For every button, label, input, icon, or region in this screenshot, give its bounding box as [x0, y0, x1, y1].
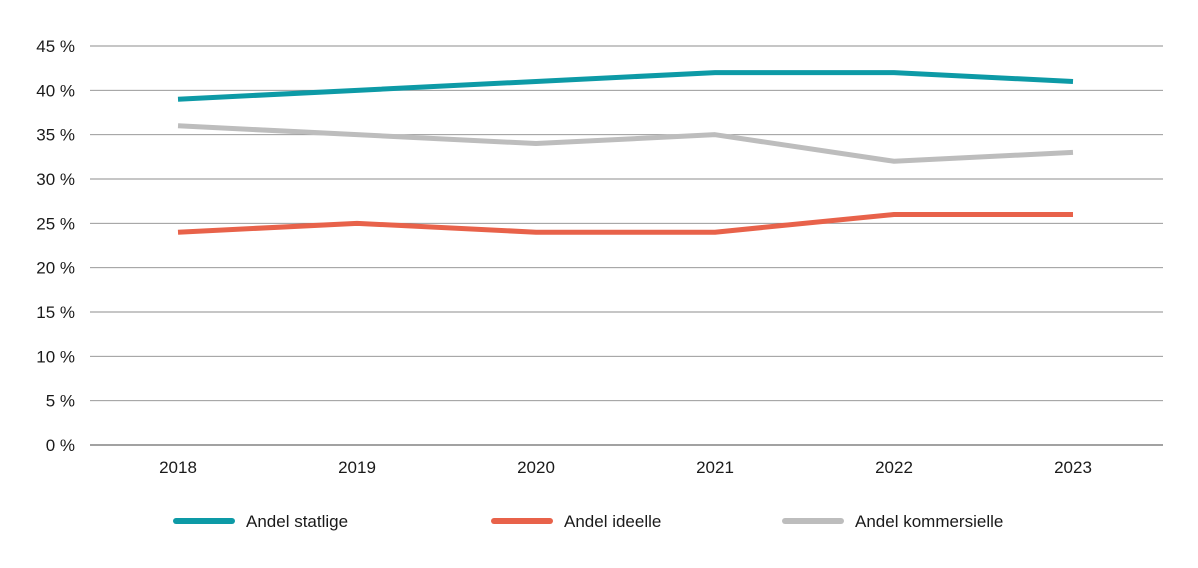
- x-tick-label: 2021: [696, 458, 734, 477]
- x-tick-label: 2022: [875, 458, 913, 477]
- gridlines: [90, 45, 1163, 446]
- x-tick-label: 2019: [338, 458, 376, 477]
- y-tick-label: 20 %: [36, 259, 75, 278]
- y-tick-label: 25 %: [36, 214, 75, 233]
- x-tick-label: 2018: [159, 458, 197, 477]
- y-tick-label: 5 %: [46, 392, 75, 411]
- y-tick-label: 0 %: [46, 436, 75, 455]
- y-tick-label: 35 %: [36, 126, 75, 145]
- y-tick-label: 30 %: [36, 170, 75, 189]
- series-line-andel-kommersielle: [177, 123, 1074, 164]
- series-line-andel-ideelle: [177, 211, 1073, 235]
- x-tick-label: 2023: [1054, 458, 1092, 477]
- legend-label: Andel ideelle: [564, 512, 661, 531]
- legend-label: Andel statlige: [246, 512, 348, 531]
- series-line-andel-statlige: [177, 70, 1074, 102]
- y-tick-label: 45 %: [36, 37, 75, 56]
- y-axis-ticks: 0 % 5 % 10 % 15 % 20 % 25 % 30 % 35 % 40 % 45 %: [36, 37, 75, 455]
- legend-item-andel-ideelle: Andel ideelle: [491, 512, 661, 531]
- y-tick-label: 10 %: [36, 347, 75, 366]
- series-lines: [177, 70, 1074, 235]
- x-tick-label: 2020: [517, 458, 555, 477]
- legend-item-andel-kommersielle: Andel kommersielle: [782, 512, 1003, 531]
- legend-label: Andel kommersielle: [855, 512, 1003, 531]
- x-axis-ticks: 2018 2019 2020 2021 2022 2023: [159, 458, 1092, 477]
- y-tick-label: 15 %: [36, 303, 75, 322]
- y-tick-label: 40 %: [36, 81, 75, 100]
- legend: Andel statlige Andel ideelle Andel kommers…: [173, 512, 1003, 531]
- legend-item-andel-statlige: Andel statlige: [173, 512, 348, 531]
